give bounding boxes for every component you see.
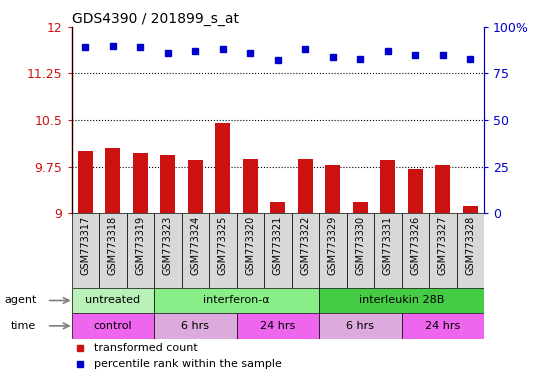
Bar bbox=[154, 313, 236, 339]
Bar bbox=[319, 313, 402, 339]
Bar bbox=[160, 156, 175, 213]
Text: agent: agent bbox=[4, 295, 36, 306]
Text: time: time bbox=[11, 321, 36, 331]
Bar bbox=[456, 213, 484, 288]
Text: 6 hrs: 6 hrs bbox=[346, 321, 374, 331]
Text: GSM773330: GSM773330 bbox=[355, 215, 365, 275]
Bar bbox=[319, 288, 484, 313]
Bar bbox=[182, 213, 209, 288]
Bar bbox=[402, 213, 429, 288]
Text: GSM773328: GSM773328 bbox=[465, 215, 475, 275]
Text: transformed count: transformed count bbox=[94, 343, 198, 353]
Text: 24 hrs: 24 hrs bbox=[260, 321, 295, 331]
Bar bbox=[346, 213, 374, 288]
Text: GSM773327: GSM773327 bbox=[438, 215, 448, 275]
Text: interleukin 28B: interleukin 28B bbox=[359, 295, 444, 306]
Bar bbox=[380, 161, 395, 213]
Text: 24 hrs: 24 hrs bbox=[425, 321, 460, 331]
Bar bbox=[209, 213, 236, 288]
Bar bbox=[133, 153, 148, 213]
Text: GSM773323: GSM773323 bbox=[163, 215, 173, 275]
Bar bbox=[154, 288, 319, 313]
Bar bbox=[99, 213, 127, 288]
Text: 6 hrs: 6 hrs bbox=[182, 321, 209, 331]
Text: interferon-α: interferon-α bbox=[203, 295, 270, 306]
Bar bbox=[215, 122, 230, 213]
Bar bbox=[298, 159, 313, 213]
Text: untreated: untreated bbox=[85, 295, 140, 306]
Bar bbox=[429, 213, 456, 288]
Text: GSM773325: GSM773325 bbox=[218, 215, 228, 275]
Bar bbox=[408, 169, 423, 213]
Text: GSM773326: GSM773326 bbox=[410, 215, 420, 275]
Bar bbox=[402, 313, 484, 339]
Text: control: control bbox=[94, 321, 132, 331]
Text: GDS4390 / 201899_s_at: GDS4390 / 201899_s_at bbox=[72, 12, 239, 26]
Text: GSM773320: GSM773320 bbox=[245, 215, 255, 275]
Text: GSM773331: GSM773331 bbox=[383, 215, 393, 275]
Bar bbox=[72, 288, 154, 313]
Bar bbox=[236, 213, 264, 288]
Bar bbox=[72, 313, 154, 339]
Bar bbox=[188, 161, 203, 213]
Bar bbox=[292, 213, 319, 288]
Text: GSM773318: GSM773318 bbox=[108, 215, 118, 275]
Bar bbox=[243, 159, 258, 213]
Text: GSM773317: GSM773317 bbox=[80, 215, 90, 275]
Bar bbox=[236, 313, 319, 339]
Bar bbox=[126, 213, 154, 288]
Bar bbox=[374, 213, 401, 288]
Bar bbox=[72, 213, 99, 288]
Text: GSM773321: GSM773321 bbox=[273, 215, 283, 275]
Text: GSM773319: GSM773319 bbox=[135, 215, 145, 275]
Bar bbox=[105, 148, 120, 213]
Text: GSM773329: GSM773329 bbox=[328, 215, 338, 275]
Bar bbox=[154, 213, 182, 288]
Text: GSM773324: GSM773324 bbox=[190, 215, 200, 275]
Text: percentile rank within the sample: percentile rank within the sample bbox=[94, 359, 282, 369]
Bar bbox=[353, 202, 368, 213]
Bar bbox=[78, 151, 93, 213]
Bar bbox=[325, 165, 340, 213]
Bar bbox=[270, 202, 285, 213]
Bar bbox=[463, 206, 478, 213]
Bar bbox=[435, 165, 450, 213]
Bar bbox=[264, 213, 292, 288]
Text: GSM773322: GSM773322 bbox=[300, 215, 310, 275]
Bar bbox=[319, 213, 346, 288]
